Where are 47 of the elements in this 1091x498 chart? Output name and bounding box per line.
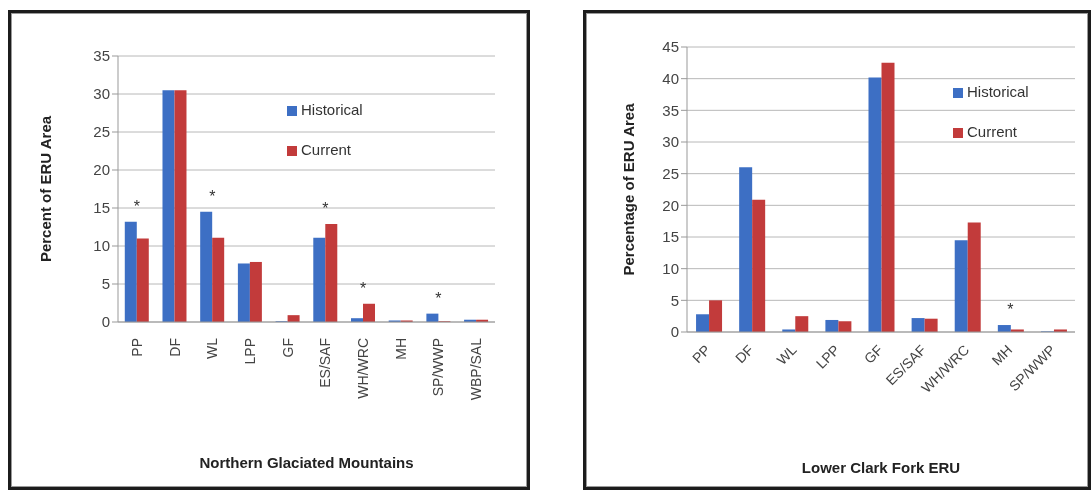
annotation: * bbox=[209, 187, 216, 205]
x-tick-label: LPP bbox=[241, 338, 258, 365]
y-tick-label: 0 bbox=[101, 313, 110, 331]
x-tick-label: GF bbox=[860, 341, 886, 367]
annotation: * bbox=[322, 199, 329, 217]
y-tick-label: 25 bbox=[662, 164, 679, 182]
x-axis-title: Lower Clark Fork ERU bbox=[801, 459, 961, 476]
y-tick-label: 5 bbox=[670, 291, 679, 309]
x-tick-label: MH bbox=[988, 341, 1016, 369]
x-tick-label: DF bbox=[166, 338, 183, 357]
x-tick-label: SP/WWP bbox=[430, 338, 447, 397]
y-tick-label: 30 bbox=[93, 85, 110, 103]
y-tick-label: 35 bbox=[93, 47, 110, 65]
y-tick-label: 20 bbox=[93, 161, 110, 179]
x-tick-label: PP bbox=[128, 338, 145, 357]
legend-label: Current bbox=[301, 141, 352, 158]
y-axis-title: Percent of ERU Area bbox=[36, 115, 54, 263]
annotation: * bbox=[133, 197, 140, 215]
y-tick-label: 45 bbox=[662, 38, 679, 56]
x-tick-label: PP bbox=[688, 341, 714, 366]
x-tick-label: GF bbox=[279, 338, 296, 358]
y-tick-label: 35 bbox=[662, 101, 679, 119]
x-tick-label: DF bbox=[731, 341, 757, 366]
y-axis-title: Percentage of ERU Area bbox=[619, 102, 637, 276]
annotation: * bbox=[435, 289, 442, 307]
y-tick-label: 0 bbox=[670, 323, 679, 341]
x-axis-title: Northern Glaciated Mountains bbox=[199, 454, 414, 471]
x-tick-label: WL bbox=[773, 341, 800, 368]
y-tick-label: 15 bbox=[93, 199, 110, 217]
y-tick-label: 10 bbox=[662, 259, 679, 277]
x-tick-label: WBP/SAL bbox=[468, 337, 485, 401]
x-tick-label: MH bbox=[392, 338, 409, 360]
legend-label: Current bbox=[967, 123, 1018, 140]
legend-label: Historical bbox=[967, 83, 1029, 100]
x-tick-label: ES/SAF bbox=[317, 338, 334, 388]
y-tick-label: 10 bbox=[93, 237, 110, 255]
y-tick-label: 15 bbox=[662, 228, 679, 246]
y-tick-label: 5 bbox=[101, 275, 110, 293]
y-tick-label: 40 bbox=[662, 69, 679, 87]
annotation: * bbox=[359, 279, 367, 297]
y-tick-label: 30 bbox=[662, 133, 679, 151]
x-tick-label: WH/WRC bbox=[355, 338, 372, 399]
annotation: * bbox=[1007, 300, 1014, 318]
legend-label: Historical bbox=[301, 101, 363, 118]
x-tick-label: WL bbox=[204, 337, 221, 359]
y-tick-label: 20 bbox=[662, 196, 679, 214]
y-tick-label: 25 bbox=[93, 123, 110, 141]
